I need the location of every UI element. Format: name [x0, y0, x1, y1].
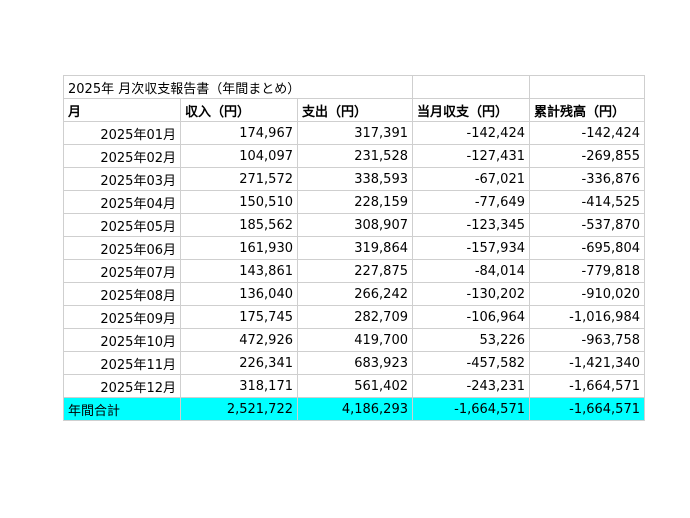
income-cell[interactable]: 226,341 — [180, 351, 298, 375]
month-cell[interactable]: 2025年11月 — [63, 351, 181, 375]
header-row: 月 収入（円） 支出（円） 当月収支（円） 累計残高（円） — [63, 98, 645, 122]
income-cell[interactable]: 472,926 — [180, 328, 298, 352]
month-cell[interactable]: 2025年05月 — [63, 213, 181, 237]
cumulative-cell[interactable]: -537,870 — [529, 213, 645, 237]
expense-cell[interactable]: 266,242 — [297, 282, 413, 306]
balance-cell[interactable]: -123,345 — [412, 213, 530, 237]
cumulative-cell[interactable]: -414,525 — [529, 190, 645, 214]
balance-cell[interactable]: -142,424 — [412, 121, 530, 145]
expense-cell[interactable]: 419,700 — [297, 328, 413, 352]
month-cell[interactable]: 2025年04月 — [63, 190, 181, 214]
table-row: 2025年08月 136,040 266,242 -130,202 -910,0… — [63, 282, 645, 306]
header-cumulative[interactable]: 累計残高（円） — [529, 98, 645, 122]
header-balance[interactable]: 当月収支（円） — [412, 98, 530, 122]
balance-cell[interactable]: -457,582 — [412, 351, 530, 375]
balance-cell[interactable]: -243,231 — [412, 374, 530, 398]
expense-cell[interactable]: 683,923 — [297, 351, 413, 375]
month-cell[interactable]: 2025年09月 — [63, 305, 181, 329]
expense-cell[interactable]: 338,593 — [297, 167, 413, 191]
total-cumulative-cell[interactable]: -1,664,571 — [529, 397, 645, 421]
balance-cell[interactable]: -106,964 — [412, 305, 530, 329]
spreadsheet: 2025年 月次収支報告書（年間まとめ） 月 収入（円） 支出（円） 当月収支（… — [63, 75, 645, 421]
income-cell[interactable]: 174,967 — [180, 121, 298, 145]
month-cell[interactable]: 2025年06月 — [63, 236, 181, 260]
table-row: 2025年04月 150,510 228,159 -77,649 -414,52… — [63, 190, 645, 214]
expense-cell[interactable]: 317,391 — [297, 121, 413, 145]
header-expense[interactable]: 支出（円） — [297, 98, 413, 122]
total-balance-cell[interactable]: -1,664,571 — [412, 397, 530, 421]
income-cell[interactable]: 150,510 — [180, 190, 298, 214]
income-cell[interactable]: 136,040 — [180, 282, 298, 306]
month-cell[interactable]: 2025年03月 — [63, 167, 181, 191]
total-income-cell[interactable]: 2,521,722 — [180, 397, 298, 421]
cumulative-cell[interactable]: -142,424 — [529, 121, 645, 145]
income-cell[interactable]: 104,097 — [180, 144, 298, 168]
table-row: 2025年07月 143,861 227,875 -84,014 -779,81… — [63, 259, 645, 283]
title-row: 2025年 月次収支報告書（年間まとめ） — [63, 75, 645, 99]
empty-cell[interactable] — [529, 75, 645, 99]
table-row: 2025年11月 226,341 683,923 -457,582 -1,421… — [63, 351, 645, 375]
cumulative-cell[interactable]: -963,758 — [529, 328, 645, 352]
cumulative-cell[interactable]: -695,804 — [529, 236, 645, 260]
expense-cell[interactable]: 561,402 — [297, 374, 413, 398]
balance-cell[interactable]: -127,431 — [412, 144, 530, 168]
balance-cell[interactable]: -130,202 — [412, 282, 530, 306]
expense-cell[interactable]: 228,159 — [297, 190, 413, 214]
cumulative-cell[interactable]: -336,876 — [529, 167, 645, 191]
income-cell[interactable]: 185,562 — [180, 213, 298, 237]
balance-cell[interactable]: -84,014 — [412, 259, 530, 283]
cumulative-cell[interactable]: -1,421,340 — [529, 351, 645, 375]
cumulative-cell[interactable]: -779,818 — [529, 259, 645, 283]
cumulative-cell[interactable]: -910,020 — [529, 282, 645, 306]
balance-cell[interactable]: -157,934 — [412, 236, 530, 260]
income-cell[interactable]: 175,745 — [180, 305, 298, 329]
table-row: 2025年03月 271,572 338,593 -67,021 -336,87… — [63, 167, 645, 191]
month-cell[interactable]: 2025年01月 — [63, 121, 181, 145]
report-title-cell[interactable]: 2025年 月次収支報告書（年間まとめ） — [63, 75, 413, 99]
balance-cell[interactable]: -67,021 — [412, 167, 530, 191]
month-cell[interactable]: 2025年10月 — [63, 328, 181, 352]
month-cell[interactable]: 2025年02月 — [63, 144, 181, 168]
table-row: 2025年09月 175,745 282,709 -106,964 -1,016… — [63, 305, 645, 329]
expense-cell[interactable]: 282,709 — [297, 305, 413, 329]
income-cell[interactable]: 143,861 — [180, 259, 298, 283]
table-row: 2025年06月 161,930 319,864 -157,934 -695,8… — [63, 236, 645, 260]
table-row: 2025年02月 104,097 231,528 -127,431 -269,8… — [63, 144, 645, 168]
table-row: 2025年10月 472,926 419,700 53,226 -963,758 — [63, 328, 645, 352]
expense-cell[interactable]: 319,864 — [297, 236, 413, 260]
total-expense-cell[interactable]: 4,186,293 — [297, 397, 413, 421]
empty-cell[interactable] — [412, 75, 530, 99]
total-label-cell[interactable]: 年間合計 — [63, 397, 181, 421]
month-cell[interactable]: 2025年08月 — [63, 282, 181, 306]
cumulative-cell[interactable]: -1,016,984 — [529, 305, 645, 329]
cumulative-cell[interactable]: -1,664,571 — [529, 374, 645, 398]
expense-cell[interactable]: 308,907 — [297, 213, 413, 237]
header-income[interactable]: 収入（円） — [180, 98, 298, 122]
table-row: 2025年12月 318,171 561,402 -243,231 -1,664… — [63, 374, 645, 398]
table-row: 2025年05月 185,562 308,907 -123,345 -537,8… — [63, 213, 645, 237]
month-cell[interactable]: 2025年12月 — [63, 374, 181, 398]
income-cell[interactable]: 271,572 — [180, 167, 298, 191]
expense-cell[interactable]: 231,528 — [297, 144, 413, 168]
cumulative-cell[interactable]: -269,855 — [529, 144, 645, 168]
month-cell[interactable]: 2025年07月 — [63, 259, 181, 283]
balance-cell[interactable]: -77,649 — [412, 190, 530, 214]
total-row: 年間合計 2,521,722 4,186,293 -1,664,571 -1,6… — [63, 397, 645, 421]
header-month[interactable]: 月 — [63, 98, 181, 122]
table-row: 2025年01月 174,967 317,391 -142,424 -142,4… — [63, 121, 645, 145]
expense-cell[interactable]: 227,875 — [297, 259, 413, 283]
income-cell[interactable]: 318,171 — [180, 374, 298, 398]
balance-cell[interactable]: 53,226 — [412, 328, 530, 352]
monthly-report-table: 2025年 月次収支報告書（年間まとめ） 月 収入（円） 支出（円） 当月収支（… — [63, 75, 645, 421]
income-cell[interactable]: 161,930 — [180, 236, 298, 260]
